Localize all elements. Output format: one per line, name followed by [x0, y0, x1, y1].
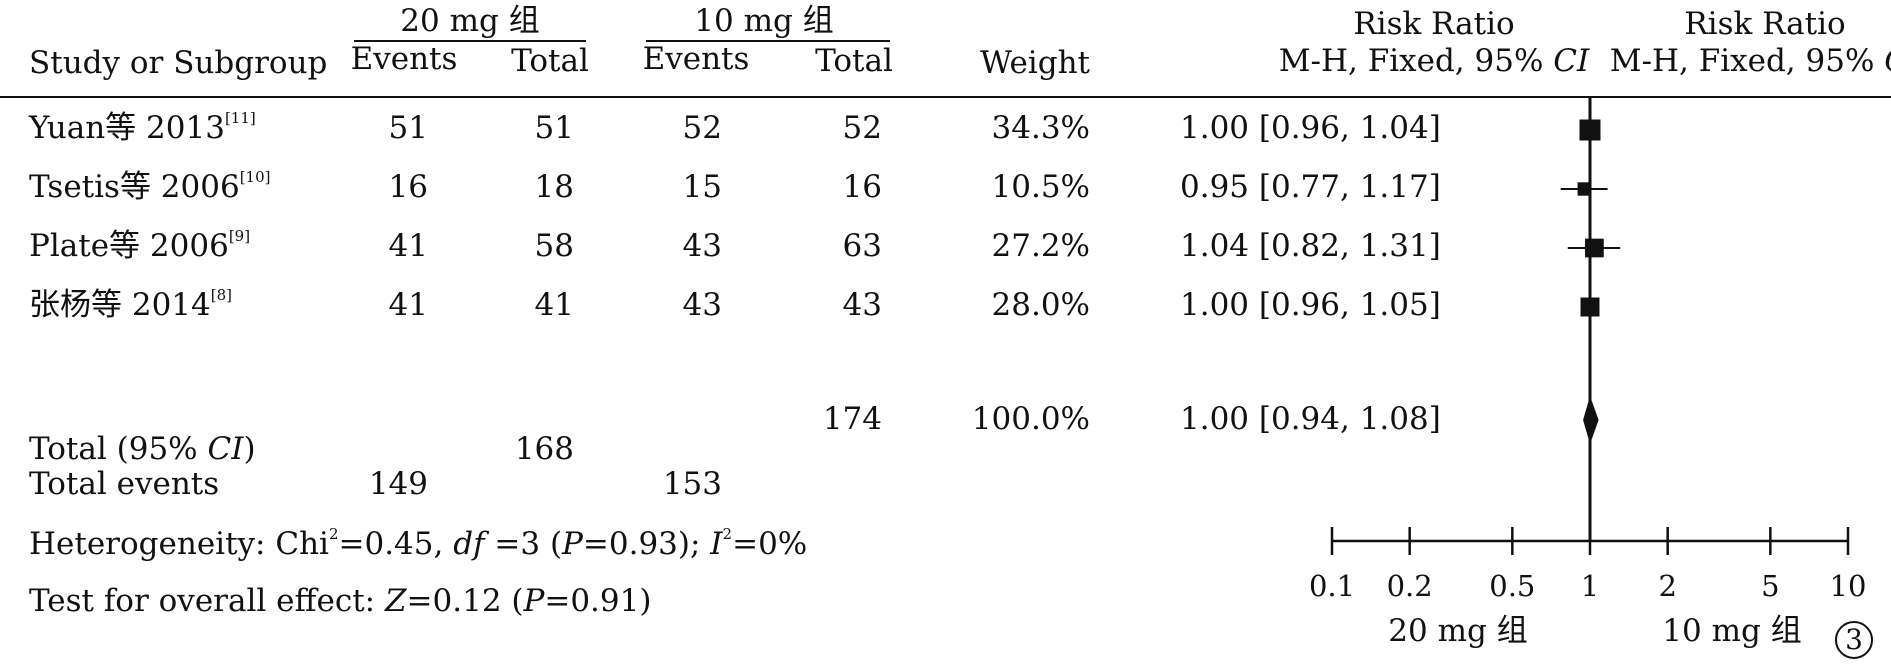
- ci-cell: 1.00 [0.96, 1.05]: [1180, 287, 1441, 323]
- events2-cell: 43: [682, 228, 722, 264]
- x-tick-label: 0.5: [1489, 569, 1535, 603]
- x-tick-label: 10: [1830, 569, 1867, 603]
- total-label: Total (95% CI): [29, 431, 256, 467]
- col-study-header: Study or Subgroup: [29, 45, 328, 81]
- col-total1-header: Total: [511, 43, 589, 79]
- group2-underline: [646, 40, 890, 42]
- group2-header: 10 mg 组: [694, 3, 834, 39]
- point-estimate: [1577, 182, 1591, 196]
- group1-underline: [354, 40, 586, 42]
- rr-method-plot: M-H, Fixed, 95% CI: [1609, 43, 1891, 79]
- weight-cell: 27.2%: [991, 228, 1090, 264]
- rr-title-text: Risk Ratio: [1353, 6, 1515, 42]
- point-estimate: [1585, 238, 1604, 258]
- col-weight-header: Weight: [980, 45, 1090, 81]
- events1-cell: 41: [388, 287, 428, 323]
- col-events2-header: Events: [642, 41, 750, 77]
- study-name: Yuan等 2013[11]: [29, 108, 256, 146]
- group1-header: 20 mg 组: [400, 3, 540, 39]
- total-weight-cell: 100.0%: [971, 401, 1090, 437]
- col-events1-header: Events: [350, 41, 458, 77]
- total2-cell: 63: [842, 228, 882, 264]
- weight-cell: 10.5%: [991, 169, 1090, 205]
- pooled-diamond: [1583, 396, 1599, 444]
- total-events2-cell: 153: [662, 466, 722, 502]
- events2-cell: 52: [682, 110, 722, 146]
- total-events1-cell: 149: [368, 466, 428, 502]
- weight-cell: 34.3%: [991, 110, 1090, 146]
- events1-cell: 51: [388, 110, 428, 146]
- ci-cell: 1.04 [0.82, 1.31]: [1180, 228, 1441, 264]
- study-name: Tsetis等 2006[10]: [29, 167, 271, 205]
- point-estimate: [1580, 297, 1600, 317]
- x-tick-label: 0.1: [1309, 569, 1355, 603]
- events2-cell: 15: [682, 169, 722, 205]
- x-tick-label: 1: [1581, 569, 1599, 603]
- favours-right-label: 10 mg 组: [1662, 613, 1801, 649]
- rr-title-plot: Risk Ratio: [1684, 6, 1846, 42]
- favours-left-label: 20 mg 组: [1388, 613, 1527, 649]
- total1-cell: 168: [514, 431, 574, 467]
- total2-cell: 16: [842, 169, 882, 205]
- events1-cell: 41: [388, 228, 428, 264]
- total-events-label: Total events: [29, 466, 220, 502]
- total1-cell: 51: [534, 110, 574, 146]
- total1-cell: 58: [534, 228, 574, 264]
- col-total2-header: Total: [815, 43, 893, 79]
- events1-cell: 16: [388, 169, 428, 205]
- x-tick-label: 2: [1658, 569, 1676, 603]
- ci-cell: 0.95 [0.77, 1.17]: [1180, 169, 1441, 205]
- header-rule: [0, 96, 1891, 98]
- x-tick-label: 0.2: [1387, 569, 1433, 603]
- total1-cell: 41: [534, 287, 574, 323]
- ci-cell: 1.00 [0.96, 1.04]: [1180, 110, 1441, 146]
- weight-cell: 28.0%: [991, 287, 1090, 323]
- total2-cell: 43: [842, 287, 882, 323]
- total2-cell: 174: [822, 401, 882, 437]
- study-name: Plate等 2006[9]: [29, 226, 251, 264]
- total1-cell: 18: [534, 169, 574, 205]
- heterogeneity-text: Heterogeneity: Chi2=0.45, df =3 (P=0.93)…: [29, 524, 808, 562]
- x-tick-label: 5: [1761, 569, 1779, 603]
- total-ci-cell: 1.00 [0.94, 1.08]: [1180, 401, 1441, 437]
- total2-cell: 52: [842, 110, 882, 146]
- point-estimate: [1579, 119, 1601, 141]
- figure-number-badge: 3: [1835, 621, 1873, 659]
- study-name: 张杨等 2014[8]: [29, 285, 232, 323]
- rr-method-text: M-H, Fixed, 95% CI: [1278, 43, 1590, 79]
- events2-cell: 43: [682, 287, 722, 323]
- overall-effect-text: Test for overall effect: Z=0.12 (P=0.91): [29, 583, 652, 619]
